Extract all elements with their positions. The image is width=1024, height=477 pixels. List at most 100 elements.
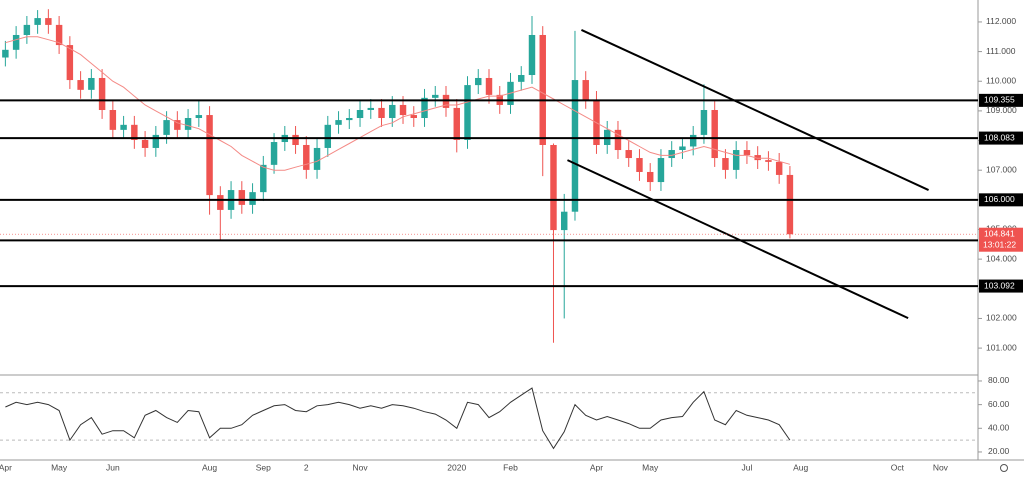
candle-body xyxy=(453,107,460,140)
candle-body xyxy=(561,211,568,231)
level-label: 109.355 xyxy=(984,95,1015,105)
candle-body xyxy=(399,104,407,116)
rsi-tick-label: 20.00 xyxy=(988,446,1010,456)
candle-body xyxy=(195,115,203,119)
candle-body xyxy=(550,144,557,231)
trend-line xyxy=(581,29,929,191)
candle-body xyxy=(356,110,364,119)
x-tick-label: Nov xyxy=(933,462,949,472)
candle-body xyxy=(646,171,654,183)
moving-average xyxy=(5,36,791,171)
candle-body xyxy=(432,94,439,98)
candle-body xyxy=(238,190,246,205)
candle-body xyxy=(722,158,729,170)
rsi-line xyxy=(5,387,791,450)
plot-layer: 101.000102.000103.000104.000105.000106.0… xyxy=(0,9,1023,472)
candle-body xyxy=(217,195,224,210)
candle-body xyxy=(679,146,686,151)
candle-body xyxy=(313,147,321,170)
candle-body xyxy=(141,139,149,148)
level-label-box xyxy=(979,93,1023,107)
candle-body xyxy=(131,124,138,140)
x-tick-label: Apr xyxy=(590,462,603,472)
level-label: 108.083 xyxy=(984,132,1015,142)
candle-body xyxy=(410,115,417,119)
x-tick-label: Oct xyxy=(891,462,905,472)
candle-body xyxy=(442,94,450,108)
x-tick-label: 2020 xyxy=(447,462,466,472)
x-tick-label: Apr xyxy=(0,462,12,472)
rsi-tick-label: 60.00 xyxy=(988,399,1010,409)
y-tick-label: 110.000 xyxy=(986,75,1016,85)
candle-body xyxy=(120,124,127,130)
level-label-box xyxy=(979,193,1023,207)
candle-body xyxy=(77,80,84,90)
candle-body xyxy=(88,77,95,90)
candle-body xyxy=(66,45,74,81)
candle-body xyxy=(711,110,718,159)
candle-body xyxy=(389,104,396,119)
candle-body xyxy=(786,174,794,235)
candle-body xyxy=(668,150,675,159)
x-tick-label: Aug xyxy=(202,462,217,472)
candle-body xyxy=(34,18,41,25)
candle-body xyxy=(700,110,708,135)
x-tick-label: May xyxy=(51,462,68,472)
candle-body xyxy=(163,120,170,135)
candle-body xyxy=(539,34,546,145)
candle-body xyxy=(732,150,740,170)
x-tick-label: Sep xyxy=(256,462,271,472)
x-tick-label: Nov xyxy=(352,462,368,472)
rsi-tick-label: 40.00 xyxy=(988,423,1010,433)
last-price-box xyxy=(979,227,1023,252)
y-tick-label: 112.000 xyxy=(986,16,1016,26)
candle-body xyxy=(346,118,353,121)
candle-body xyxy=(657,158,665,183)
y-tick-label: 104.000 xyxy=(986,253,1017,263)
candle-body xyxy=(270,142,278,165)
candle-body xyxy=(45,18,52,25)
candle-body xyxy=(582,80,589,100)
candle-body xyxy=(378,107,385,119)
x-tick-label: May xyxy=(642,462,659,472)
candle-body xyxy=(303,144,310,170)
countdown-label: 13:01:22 xyxy=(983,239,1016,249)
candle-body xyxy=(292,134,299,145)
candle-body xyxy=(625,150,632,159)
trend-line xyxy=(567,159,909,320)
candle-body xyxy=(152,134,160,148)
candle-body xyxy=(571,80,579,212)
candle-body xyxy=(528,34,536,76)
candle-body xyxy=(485,77,493,95)
candle-body xyxy=(518,75,525,82)
candle-body xyxy=(636,158,643,172)
candle-body xyxy=(23,24,31,35)
x-tick-label: 2 xyxy=(304,462,309,472)
settings-icon[interactable] xyxy=(1000,464,1008,472)
level-label: 106.000 xyxy=(984,194,1015,204)
candle-body xyxy=(743,150,751,156)
y-tick-label: 109.000 xyxy=(986,105,1017,115)
level-label: 103.092 xyxy=(984,280,1015,290)
y-tick-label: 111.000 xyxy=(986,46,1016,56)
candle-body xyxy=(12,34,20,50)
level-label-box xyxy=(979,279,1023,293)
candle-body xyxy=(754,155,761,161)
candle-body xyxy=(421,97,428,119)
candle-body xyxy=(689,134,697,147)
last-price-label: 104.841 xyxy=(984,228,1015,238)
candle-body xyxy=(55,24,63,46)
candle-body xyxy=(249,192,256,205)
candle-body xyxy=(765,160,772,162)
y-tick-label: 102.000 xyxy=(986,313,1017,323)
candle-body xyxy=(367,107,375,111)
candle-body xyxy=(335,120,342,125)
candle-body xyxy=(206,115,213,196)
candle-body xyxy=(2,49,9,58)
candle-body xyxy=(464,85,471,140)
candle-body xyxy=(614,129,622,151)
x-tick-label: Feb xyxy=(503,462,518,472)
candle-body xyxy=(775,161,783,175)
